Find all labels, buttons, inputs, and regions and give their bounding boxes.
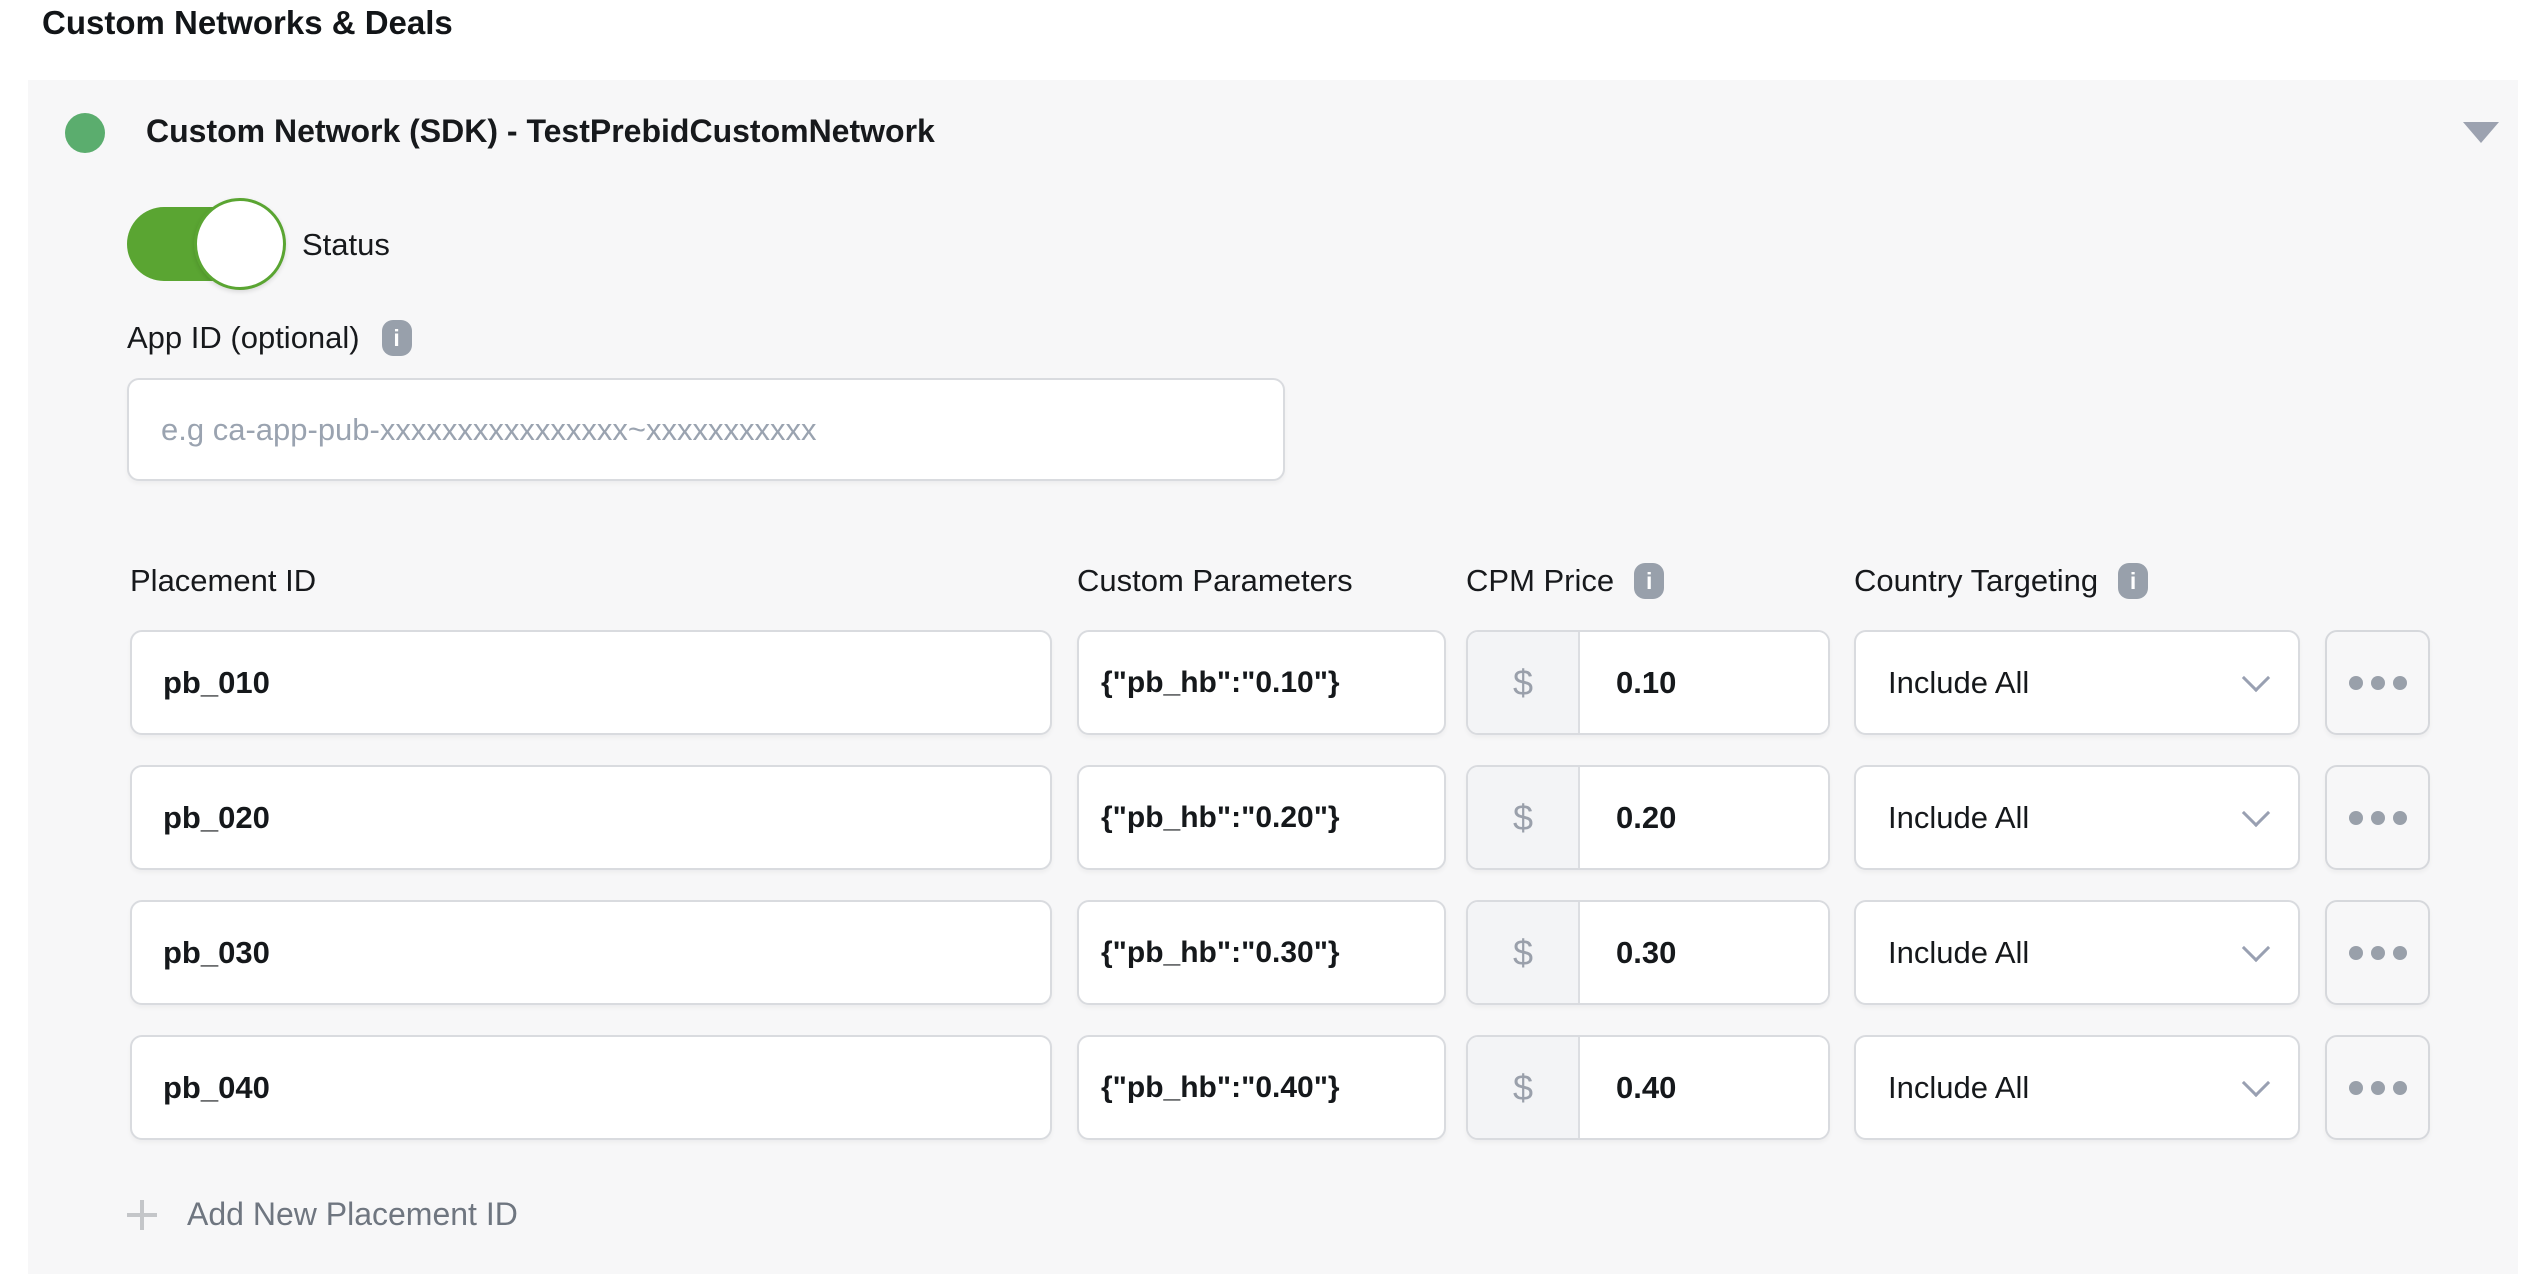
header-country-targeting-label: Country Targeting: [1854, 563, 2099, 598]
currency-prefix: $: [1468, 632, 1580, 733]
placement-id-input[interactable]: [130, 765, 1052, 870]
cpm-price-field: $: [1466, 900, 1830, 1005]
row-actions-button[interactable]: [2325, 630, 2430, 735]
ellipsis-icon: [2370, 1080, 2385, 1095]
header-placement-id-label: Placement ID: [130, 563, 317, 598]
page-title: Custom Networks & Deals: [42, 4, 453, 41]
ellipsis-icon: [2348, 675, 2363, 690]
custom-network-card: Custom Network (SDK) - TestPrebidCustomN…: [28, 80, 2518, 1274]
chevron-down-icon: [2241, 933, 2271, 962]
header-country-targeting: Country Targeting i: [1854, 563, 2149, 599]
placement-id-input[interactable]: [130, 630, 1052, 735]
placement-row: $ Include All: [28, 765, 2518, 870]
placement-row: $ Include All: [28, 900, 2518, 1005]
header-cpm-price: CPM Price i: [1466, 563, 1665, 599]
row-actions-button[interactable]: [2325, 765, 2430, 870]
country-targeting-dropdown[interactable]: Include All: [1854, 630, 2300, 735]
placement-row: $ Include All: [28, 1035, 2518, 1140]
currency-prefix: $: [1468, 767, 1580, 868]
chevron-down-icon: [2241, 798, 2271, 827]
info-icon[interactable]: i: [1634, 563, 1665, 599]
info-icon[interactable]: i: [381, 320, 412, 356]
ellipsis-icon: [2392, 945, 2407, 960]
placements-table-body: $ Include All $ Include All: [28, 630, 2518, 1170]
row-actions-button[interactable]: [2325, 1035, 2430, 1140]
cpm-price-field: $: [1466, 765, 1830, 870]
cpm-price-input[interactable]: [1580, 902, 1828, 1003]
header-custom-parameters-label: Custom Parameters: [1077, 563, 1353, 598]
plus-icon: [127, 1199, 157, 1230]
row-actions-button[interactable]: [2325, 900, 2430, 1005]
country-targeting-value: Include All: [1888, 934, 2030, 970]
app-id-label: App ID (optional): [127, 320, 360, 355]
network-title: Custom Network (SDK) - TestPrebidCustomN…: [146, 113, 935, 149]
ellipsis-icon: [2348, 945, 2363, 960]
ellipsis-icon: [2348, 810, 2363, 825]
ellipsis-icon: [2348, 1080, 2363, 1095]
currency-prefix: $: [1468, 902, 1580, 1003]
chevron-down-icon: [2463, 121, 2499, 143]
network-active-dot-icon: [65, 113, 105, 153]
custom-parameters-input[interactable]: [1077, 630, 1446, 735]
country-targeting-dropdown[interactable]: Include All: [1854, 765, 2300, 870]
ellipsis-icon: [2370, 945, 2385, 960]
placements-table-header: Placement ID Custom Parameters CPM Price…: [28, 563, 2518, 607]
app-id-input[interactable]: [127, 378, 1285, 481]
app-id-label-row: App ID (optional) i: [127, 320, 412, 356]
custom-parameters-input[interactable]: [1077, 1035, 1446, 1140]
header-custom-parameters: Custom Parameters: [1077, 563, 1353, 599]
ellipsis-icon: [2370, 810, 2385, 825]
collapse-card-button[interactable]: [2443, 104, 2519, 160]
status-label: Status: [302, 227, 390, 262]
country-targeting-value: Include All: [1888, 799, 2030, 835]
placement-id-input[interactable]: [130, 900, 1052, 1005]
cpm-price-input[interactable]: [1580, 632, 1828, 733]
custom-parameters-input[interactable]: [1077, 765, 1446, 870]
country-targeting-value: Include All: [1888, 1069, 2030, 1105]
ellipsis-icon: [2392, 810, 2407, 825]
cpm-price-input[interactable]: [1580, 767, 1828, 868]
placement-row: $ Include All: [28, 630, 2518, 735]
chevron-down-icon: [2241, 663, 2271, 692]
country-targeting-value: Include All: [1888, 664, 2030, 700]
add-new-placement-button[interactable]: Add New Placement ID: [127, 1196, 518, 1233]
cpm-price-field: $: [1466, 1035, 1830, 1140]
ellipsis-icon: [2392, 1080, 2407, 1095]
header-cpm-price-label: CPM Price: [1466, 563, 1615, 598]
ellipsis-icon: [2392, 675, 2407, 690]
custom-parameters-input[interactable]: [1077, 900, 1446, 1005]
cpm-price-input[interactable]: [1580, 1037, 1828, 1138]
cpm-price-field: $: [1466, 630, 1830, 735]
ellipsis-icon: [2370, 675, 2385, 690]
country-targeting-dropdown[interactable]: Include All: [1854, 900, 2300, 1005]
toggle-knob: [194, 198, 286, 290]
info-icon[interactable]: i: [2118, 563, 2149, 599]
add-new-placement-label: Add New Placement ID: [187, 1196, 518, 1232]
country-targeting-dropdown[interactable]: Include All: [1854, 1035, 2300, 1140]
chevron-down-icon: [2241, 1068, 2271, 1097]
header-placement-id: Placement ID: [130, 563, 316, 599]
status-toggle[interactable]: [127, 198, 286, 290]
currency-prefix: $: [1468, 1037, 1580, 1138]
placement-id-input[interactable]: [130, 1035, 1052, 1140]
